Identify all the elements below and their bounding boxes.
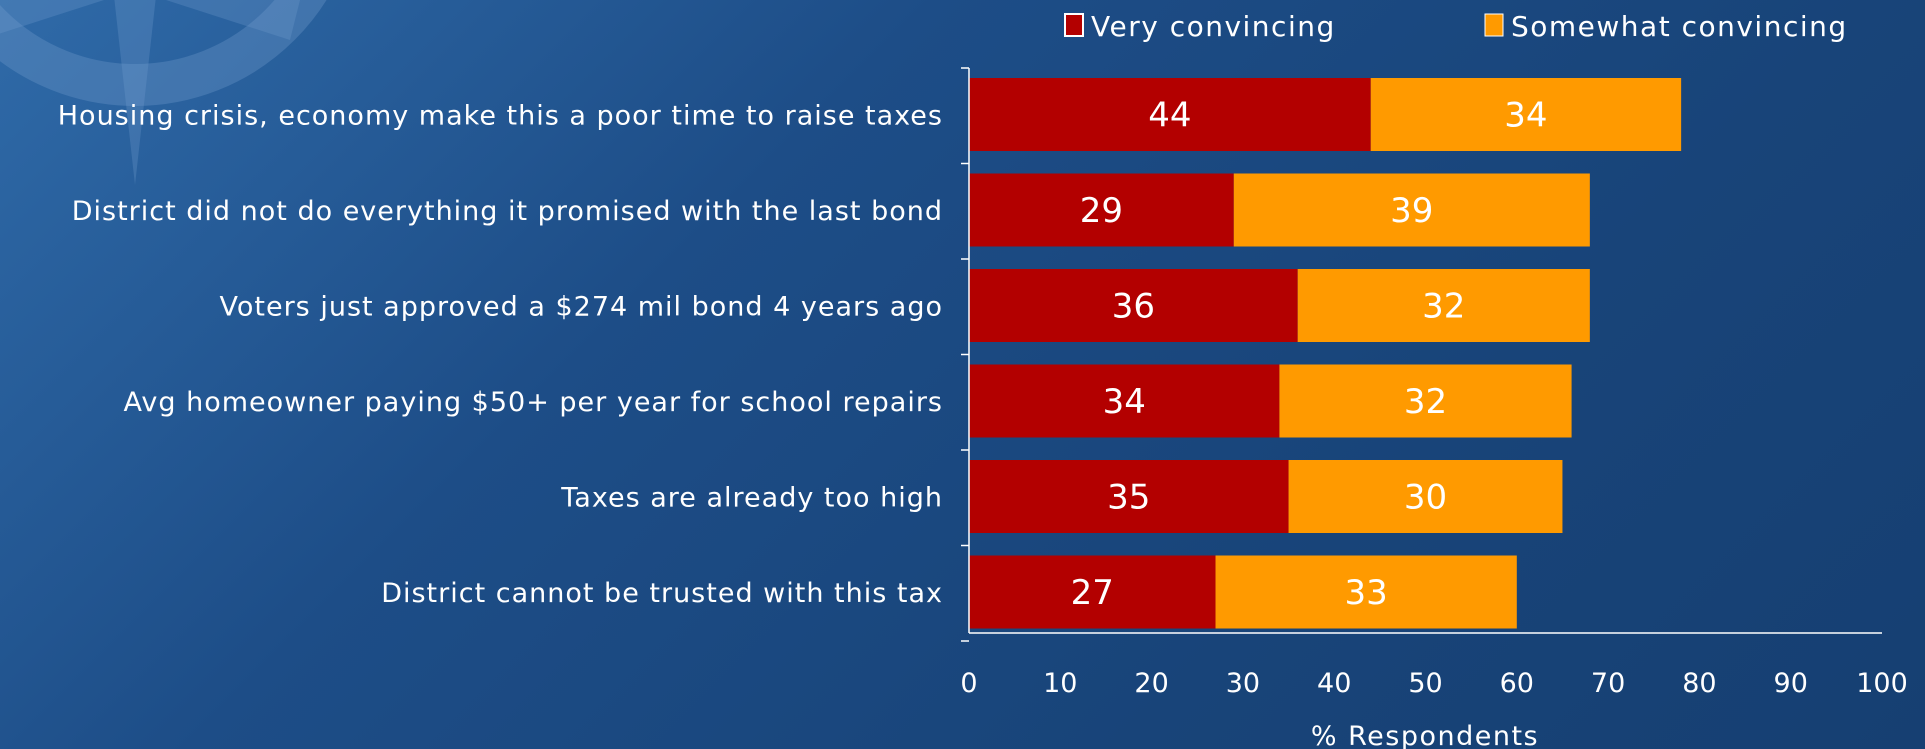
data-label-somewhat-convincing: 39 (1390, 191, 1433, 231)
x-tick-label: 50 (1408, 668, 1442, 699)
x-tick-label: 60 (1500, 668, 1534, 699)
legend-swatch-somewhat-convincing (1484, 13, 1504, 37)
bar-somewhat-convincing (1279, 364, 1572, 438)
bar-somewhat-convincing (1215, 555, 1517, 629)
plot-area: Housing crisis, economy make this a poor… (58, 67, 1908, 699)
data-label-very-convincing: 35 (1107, 478, 1150, 518)
data-label-somewhat-convincing: 30 (1404, 478, 1447, 518)
bar-very-convincing (969, 78, 1371, 151)
bar-somewhat-convincing (1297, 269, 1590, 342)
data-label-somewhat-convincing: 32 (1404, 382, 1447, 422)
category-label: Voters just approved a $274 mil bond 4 y… (219, 292, 943, 323)
x-tick-label: 30 (1226, 668, 1260, 699)
x-tick-label: 40 (1317, 668, 1351, 699)
bar-very-convincing (969, 555, 1216, 629)
x-tick-label: 90 (1774, 668, 1808, 699)
data-label-very-convincing: 27 (1071, 573, 1114, 613)
data-label-somewhat-convincing: 32 (1422, 287, 1465, 327)
bar-somewhat-convincing (1288, 460, 1563, 533)
x-tick-label: 20 (1134, 668, 1168, 699)
x-tick-label: 0 (960, 668, 977, 699)
legend: Very convincing Somewhat convincing (1064, 10, 1848, 43)
legend-item-somewhat-convincing: Somewhat convincing (1484, 10, 1848, 43)
bar-somewhat-convincing (1370, 78, 1682, 151)
category-label: Taxes are already too high (560, 483, 943, 514)
category-label: District cannot be trusted with this tax (381, 578, 943, 609)
legend-swatch-very-convincing (1064, 13, 1084, 37)
bar-somewhat-convincing (1233, 173, 1590, 247)
data-label-very-convincing: 36 (1112, 287, 1155, 327)
data-label-very-convincing: 34 (1103, 382, 1146, 422)
legend-label-somewhat-convincing: Somewhat convincing (1511, 10, 1848, 43)
x-axis-title: % Respondents (1311, 721, 1539, 749)
category-label: Avg homeowner paying $50+ per year for s… (124, 387, 943, 418)
bar-very-convincing (969, 269, 1298, 342)
data-label-very-convincing: 44 (1148, 96, 1191, 136)
x-tick-label: 70 (1591, 668, 1625, 699)
x-tick-label: 80 (1682, 668, 1716, 699)
bar-very-convincing (969, 364, 1280, 438)
data-label-very-convincing: 29 (1080, 191, 1123, 231)
data-label-somewhat-convincing: 33 (1345, 573, 1388, 613)
bar-very-convincing (969, 460, 1289, 533)
category-label: District did not do everything it promis… (72, 196, 943, 227)
x-tick-label: 10 (1043, 668, 1077, 699)
category-label: Housing crisis, economy make this a poor… (58, 101, 943, 132)
bar-very-convincing (969, 173, 1234, 247)
legend-label-very-convincing: Very convincing (1091, 10, 1336, 43)
x-tick-label: 100 (1856, 668, 1908, 699)
data-label-somewhat-convincing: 34 (1504, 96, 1547, 136)
legend-item-very-convincing: Very convincing (1064, 10, 1336, 43)
